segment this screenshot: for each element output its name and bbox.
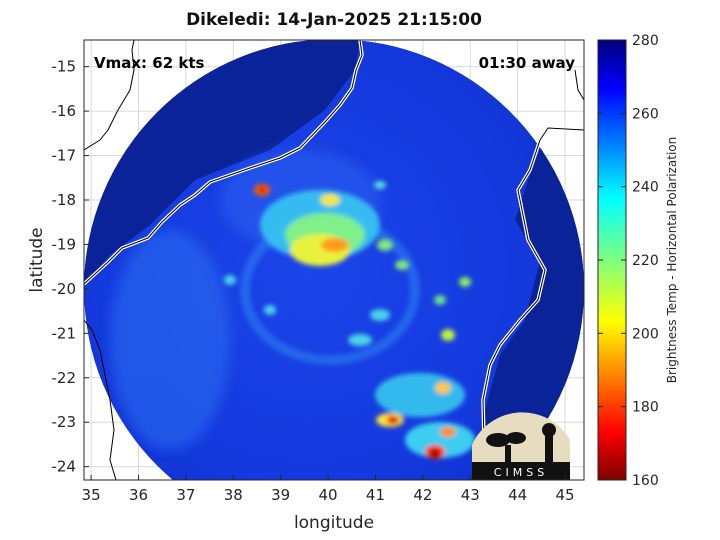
x-tick-label: 42 [413,486,432,504]
y-axis-label: latitude [27,227,47,292]
colorbar-tick-label: 160 [632,473,659,489]
colorbar-tick-label: 260 [632,106,659,122]
x-tick-label: 44 [508,486,527,504]
colorbar-axis: 280 260 240 220 200 180 160 [598,33,659,489]
y-tick-label: -18 [52,191,77,209]
satellite-swath [84,40,584,480]
x-tick-label: 37 [176,486,195,504]
x-tick-label: 45 [555,486,574,504]
y-axis: -15 -16 -17 -18 -19 -20 -21 -22 -23 -24 [52,58,89,476]
y-tick-label: -23 [52,413,77,431]
y-tick-label: -22 [52,369,77,387]
y-tick-label: -20 [52,280,77,298]
colorbar-tick-label: 180 [632,400,659,416]
y-tick-label: -21 [52,324,77,342]
y-tick-label: -15 [52,58,77,76]
y-tick-label: -24 [52,458,77,476]
colorbar-tick-label: 240 [632,180,659,196]
x-tick-label: 38 [224,486,243,504]
chart-title: Dikeledi: 14-Jan-2025 21:15:00 [186,10,482,30]
logo-text: CIMSS [494,466,548,479]
time-away-annotation: 01:30 away [479,54,576,72]
x-tick-label: 39 [271,486,290,504]
y-tick-label: -19 [52,235,77,253]
x-tick-label: 43 [461,486,480,504]
x-tick-label: 41 [366,486,385,504]
coastlines [84,40,584,480]
plot-border [83,39,585,481]
x-axis: 35 36 37 38 39 40 41 42 43 44 45 [82,475,575,504]
x-axis-label: longitude [294,513,374,533]
colorbar-label: Brightness Temp - Horizontal Polarizatio… [665,137,679,384]
vmax-annotation: Vmax: 62 kts [94,54,204,72]
y-tick-label: -16 [52,102,77,120]
y-tick-label: -17 [52,147,77,165]
x-tick-label: 36 [129,486,148,504]
x-tick-label: 35 [82,486,101,504]
colorbar-tick-label: 280 [632,33,659,49]
colorbar-tick-label: 220 [632,253,659,269]
colorbar-tick-label: 200 [632,326,659,342]
cimss-logo: CIMSS [472,412,570,480]
x-tick-label: 40 [319,486,338,504]
